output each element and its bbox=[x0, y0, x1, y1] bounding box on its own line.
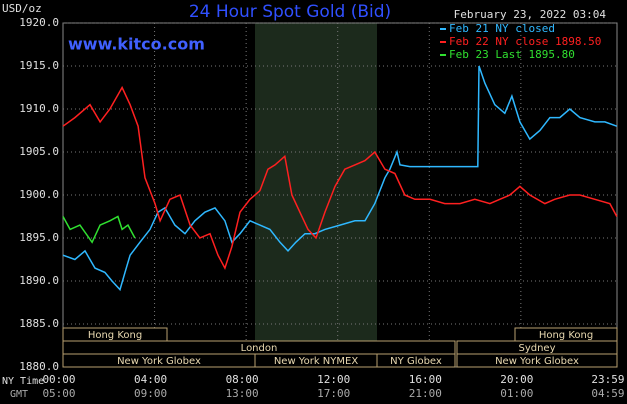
x-tick-label: 16:00 bbox=[409, 373, 442, 386]
legend-label: Feb 21 NY closed bbox=[449, 22, 555, 35]
y-tick-label: 1890.0 bbox=[19, 274, 59, 287]
session-label: New York Globex bbox=[117, 356, 201, 367]
session-label: London bbox=[241, 343, 278, 354]
timestamp: February 23, 2022 03:04 bbox=[454, 8, 607, 21]
y-tick-label: 1900.0 bbox=[19, 188, 59, 201]
session-box bbox=[456, 353, 618, 368]
x2-tick-label: 05:00 bbox=[42, 387, 75, 400]
session-box bbox=[376, 353, 456, 368]
y-tick-label: 1895.0 bbox=[19, 231, 59, 244]
x-tick-label: 00:00 bbox=[42, 373, 75, 386]
session-label: NY Globex bbox=[390, 356, 442, 367]
series-line bbox=[62, 65, 618, 292]
legend-label: Feb 22 NY close 1898.50 bbox=[449, 35, 601, 48]
x-row-label: NY Time bbox=[2, 376, 44, 387]
y-tick-label: 1880.0 bbox=[19, 360, 59, 373]
series-line bbox=[62, 85, 618, 271]
session-label: New York NYMEX bbox=[274, 356, 359, 367]
x2-tick-label: 13:00 bbox=[226, 387, 259, 400]
session-label: Sydney bbox=[518, 343, 555, 354]
x-tick-label: 12:00 bbox=[317, 373, 350, 386]
x2-tick-label: 01:00 bbox=[500, 387, 533, 400]
y-tick-label: 1910.0 bbox=[19, 102, 59, 115]
y-tick-label: 1885.0 bbox=[19, 317, 59, 330]
x-tick-label: 04:00 bbox=[134, 373, 167, 386]
x2-tick-label: 21:00 bbox=[409, 387, 442, 400]
x2-tick-label: 17:00 bbox=[317, 387, 350, 400]
session-label: Hong Kong bbox=[539, 330, 593, 341]
x2-tick-label: 09:00 bbox=[134, 387, 167, 400]
session-box bbox=[514, 327, 618, 342]
source: www.kitco.com bbox=[68, 35, 205, 54]
x2-row-label: GMT bbox=[10, 389, 28, 400]
session-label: New York Globex bbox=[495, 356, 579, 367]
x2-tick-label: 04:59 bbox=[591, 387, 624, 400]
x-tick-label: 20:00 bbox=[500, 373, 533, 386]
y-tick-label: 1915.0 bbox=[19, 59, 59, 72]
y-unit: USD/oz bbox=[2, 2, 42, 15]
y-tick-label: 1920.0 bbox=[19, 16, 59, 29]
session-label: Hong Kong bbox=[88, 330, 142, 341]
x-tick-label: 23:59 bbox=[591, 373, 624, 386]
y-tick-label: 1905.0 bbox=[19, 145, 59, 158]
chart-title: 24 Hour Spot Gold (Bid) bbox=[189, 2, 391, 22]
x-tick-label: 08:00 bbox=[226, 373, 259, 386]
legend-label: Feb 23 Last 1895.80 bbox=[449, 48, 575, 61]
series-line bbox=[62, 215, 136, 244]
